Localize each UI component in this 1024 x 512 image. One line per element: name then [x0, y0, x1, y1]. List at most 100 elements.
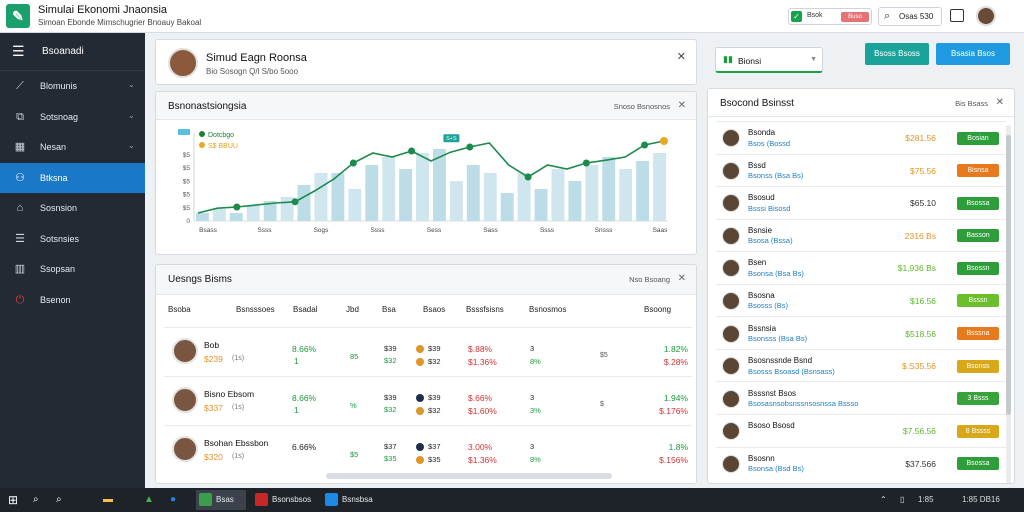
list-item-tag[interactable]: Bsossn: [957, 261, 999, 275]
list-item[interactable]: Bsonda Bsos (Bossd $281.56 Bosian: [716, 121, 1006, 154]
stock-value-3: $39: [428, 344, 441, 353]
sidebar: ☰ Bsoanadi ⟋ Blomunis ⌄ ⧉ Sotsnoag ⌄ ▦ Nesan ⌄ ⚇ B…: [0, 33, 145, 488]
list-item[interactable]: Bssd Bsonss (Bsa Bs) $75.56 Bisnsa: [716, 153, 1006, 187]
close-icon[interactable]: ✕: [677, 273, 686, 284]
close-icon[interactable]: ✕: [677, 100, 686, 111]
network-icon[interactable]: ⌃: [880, 495, 887, 504]
search-icon[interactable]: ⌕: [56, 494, 62, 505]
chart-label-badge: [443, 134, 460, 143]
status-pill-label: Bsok: [807, 12, 823, 19]
sidebar-item-2[interactable]: ▦ Nesan ⌄: [0, 132, 145, 163]
x-tick-label: Ssss: [257, 227, 272, 234]
list-item[interactable]: Bsssnst Bsos Bsosasnsobsnssnsosnssa Bssso…: [716, 381, 1006, 414]
column-header[interactable]: Jbd: [346, 305, 359, 314]
category-dropdown[interactable]: ▮▮ Bionsi ▼: [715, 47, 823, 73]
list-item-sub: Bsssi Bisosd: [748, 203, 791, 213]
list-item-tag[interactable]: 8 Bssss: [957, 424, 999, 438]
avatar: [722, 389, 740, 408]
taskbar-app[interactable]: Bsas: [196, 490, 246, 510]
list-item[interactable]: Bsnsie Bsosa (Bssa) 2316 Bs Basson: [716, 218, 1006, 252]
list-item-price: 2316 Bs: [904, 230, 936, 241]
market-chart-action[interactable]: Snoso Bsnosnos: [613, 102, 670, 111]
ranking-list-title: Bsocond Bsinsst: [720, 98, 794, 109]
column-header[interactable]: Bsoong: [644, 305, 672, 314]
close-icon[interactable]: ✕: [676, 51, 686, 63]
list-item-tag[interactable]: Bsssn: [957, 294, 999, 308]
ranking-list-panel: Bsocond Bsinsst Bis Bsass ✕ Bsonda Bsos (…: [707, 88, 1015, 484]
volume-icon[interactable]: ▯: [900, 495, 905, 504]
market-chart-panel: Bsnonastsiongsia Snoso Bsnosnos ✕ Dotcbg…: [155, 91, 697, 255]
sidebar-item-3[interactable]: ⚇ Btksna: [0, 162, 145, 193]
search-box[interactable]: ⌕ Osas 530: [878, 7, 942, 26]
user-avatar[interactable]: [976, 6, 996, 26]
table-row[interactable]: Bob $239 (1s) 8.66% 1 85 $39 $32 $39 $32 $.88% $1.3…: [164, 327, 692, 375]
sidebar-item-7[interactable]: ⏻ Bsenon: [0, 285, 145, 316]
list-item[interactable]: Bsosnn Bsonsa (Bsd Bs) $37.566 Bsossa: [716, 446, 1006, 480]
list-item-tag[interactable]: Basson: [957, 229, 999, 243]
list-item-tag[interactable]: Bsonss: [957, 359, 999, 373]
chevron-down-icon: ⌄: [128, 80, 135, 89]
secondary-action-button[interactable]: Bsasia Bsos: [936, 43, 1010, 65]
list-item[interactable]: Bssnsia Bsonsss (Bsa Bs) $518.56 Bsssna: [716, 316, 1006, 349]
stock-value-4: $32: [428, 406, 441, 415]
sidebar-item-4[interactable]: ⌂ Sosnsion: [0, 193, 145, 224]
folder-icon[interactable]: ▬: [103, 494, 113, 505]
chart-bar: [399, 169, 413, 221]
windows-start-icon[interactable]: ⊞: [8, 493, 19, 507]
scrollbar-thumb[interactable]: [1006, 135, 1011, 415]
close-icon[interactable]: ✕: [995, 97, 1004, 108]
stocks-action[interactable]: Nso Bsoang: [629, 275, 670, 284]
sidebar-item-1[interactable]: ⧉ Sotsnoag ⌄: [0, 102, 145, 133]
chart-bar: [314, 173, 328, 221]
sidebar-item-0[interactable]: ⟋ Blomunis ⌄: [0, 71, 145, 102]
list-item-tag[interactable]: Bsssna: [957, 327, 999, 341]
x-tick-label: Sogs: [314, 227, 330, 234]
list-item-name: Bsonda: [748, 128, 776, 138]
sidebar-item-6[interactable]: ▥ Ssopsan: [0, 254, 145, 285]
edge-icon[interactable]: ●: [170, 494, 177, 505]
search-label: Osas 530: [899, 12, 934, 21]
status-pill[interactable]: ✓ Bsok Buso: [788, 8, 872, 25]
sidebar-item-label: Bsenon: [40, 294, 71, 305]
hamburger-menu-icon[interactable]: ☰: [12, 43, 25, 59]
list-item-tag[interactable]: Bosian: [957, 131, 999, 145]
list-item[interactable]: Bsosud Bsssi Bisosd $65.10 Bsossa: [716, 186, 1006, 219]
list-item[interactable]: Bsosnssnde Bsnd Bsosss Bsoasd (Bsnsass) $.…: [716, 348, 1006, 382]
sidebar-item-label: Ssopsan: [40, 264, 76, 274]
column-header[interactable]: Bsaos: [423, 305, 446, 314]
horizontal-scrollbar[interactable]: [326, 473, 612, 479]
avatar: [722, 161, 740, 180]
chart-bar: [416, 153, 429, 221]
column-header[interactable]: Bsa: [382, 305, 396, 314]
column-header[interactable]: Bsnsssoes: [236, 305, 275, 314]
table-row[interactable]: Bsohan Ebssbon $320 (1s) 6.66% $5 $37 $35 $37 $3…: [164, 425, 692, 473]
list-item[interactable]: Bsoso Bsosd $7.56.56 8 Bssss: [716, 413, 1006, 447]
vertical-scrollbar[interactable]: [1006, 125, 1011, 483]
sidebar-item-5[interactable]: ☰ Sotsnsies: [0, 224, 145, 255]
chart-icon: ⟋: [16, 80, 24, 92]
search-icon[interactable]: ⌕: [33, 494, 39, 505]
avatar: [172, 436, 198, 462]
chart-bar: [602, 157, 616, 221]
taskbar-app[interactable]: Bsonsbsos: [252, 490, 318, 510]
table-row[interactable]: Bisno Ebsom $337 (1s) 8.66% 1% $39 $32 $39 $32 $.…: [164, 376, 692, 424]
stock-price: $320: [204, 452, 223, 462]
stock-value-3: $39: [428, 393, 441, 402]
list-item[interactable]: Bsen Bsonsa (Bsa Bs) $1,936 Bs Bsossn: [716, 251, 1006, 284]
message-icon[interactable]: [950, 9, 964, 22]
primary-action-button[interactable]: Bsoss Bsoss: [865, 43, 929, 65]
list-item-tag[interactable]: Bisnsa: [957, 164, 999, 178]
list-item-tag[interactable]: Bsossa: [957, 457, 999, 471]
ranking-list-action[interactable]: Bis Bsass: [955, 99, 988, 108]
column-header[interactable]: Bsssfsisns: [466, 305, 504, 314]
list-item-tag[interactable]: Bsossa: [957, 196, 999, 210]
column-header[interactable]: Bsadal: [293, 305, 318, 314]
taskbar-app-label: Bsas: [216, 495, 234, 504]
taskbar-app[interactable]: Bsnsbsa: [322, 490, 382, 510]
column-header[interactable]: Bsnosmos: [529, 305, 567, 314]
check-icon: ✓: [791, 11, 802, 22]
list-item-tag[interactable]: 3 Bsss: [957, 392, 999, 406]
list-item[interactable]: Bsosna Bsosss (Bs) $16.56 Bsssn: [716, 283, 1006, 317]
column-header[interactable]: Bsoba: [168, 305, 191, 314]
store-icon[interactable]: ▲: [144, 494, 154, 505]
